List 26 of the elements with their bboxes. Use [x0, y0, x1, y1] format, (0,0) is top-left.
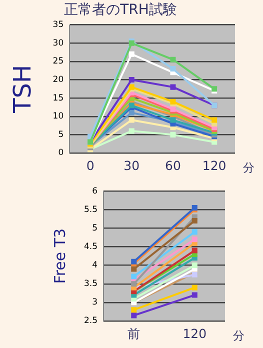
y-tick-label: 4.5 [84, 242, 98, 252]
y-axis-title: TSH [8, 64, 37, 114]
y-tick-label: 3 [92, 298, 98, 308]
y-tick-label: 35 [52, 20, 64, 30]
x-tick-label: 60 [165, 158, 181, 173]
y-tick-label: 3.5 [84, 279, 98, 290]
y-tick-label: 0 [58, 148, 64, 158]
y-tick-label: 15 [52, 93, 64, 104]
y-axis-title: Free T3 [50, 228, 69, 284]
x-axis-title: 分 [233, 328, 245, 342]
y-tick-label: 5 [58, 130, 64, 140]
chart-title: 正常者のTRH試験 [64, 2, 177, 18]
y-tick-label: 2.5 [84, 316, 98, 326]
y-tick-label: 25 [52, 56, 64, 67]
y-tick-label: 10 [52, 112, 64, 122]
y-tick-label: 30 [52, 38, 64, 48]
x-tick-label: 120 [202, 158, 226, 173]
x-tick-label: 120 [182, 326, 207, 341]
y-tick-label: 6 [92, 186, 98, 196]
y-tick-label: 5.5 [84, 204, 98, 215]
x-tick-label: 30 [124, 158, 140, 173]
x-axis-title: 分 [243, 160, 255, 174]
x-tick-label: 前 [127, 326, 140, 341]
y-tick-label: 5 [92, 223, 98, 234]
y-tick-label: 20 [52, 74, 64, 85]
y-tick-label: 4 [92, 260, 98, 271]
